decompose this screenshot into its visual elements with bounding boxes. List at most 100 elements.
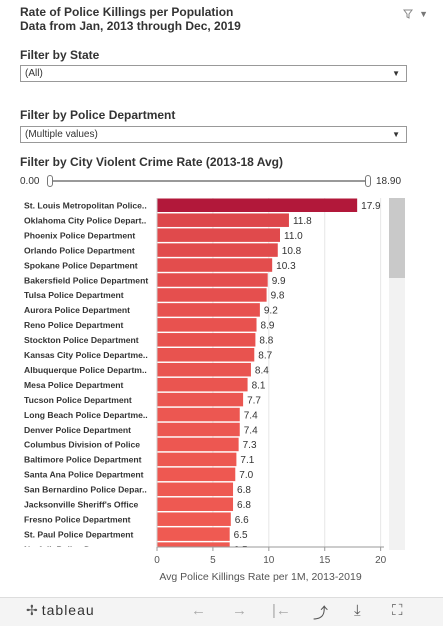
bar[interactable] bbox=[157, 527, 230, 541]
revert-icon[interactable]: |← bbox=[272, 602, 291, 619]
chevron-down-icon: ▼ bbox=[392, 130, 400, 139]
chart-scrollbar-thumb[interactable] bbox=[389, 198, 405, 278]
bar-value-label: 8.1 bbox=[252, 380, 266, 391]
bar[interactable] bbox=[157, 273, 268, 287]
bar-value-label: 11.0 bbox=[284, 231, 303, 242]
chart-scrollbar[interactable] bbox=[389, 198, 405, 550]
category-label: Santa Ana Police Department bbox=[24, 470, 144, 480]
category-label: Spokane Police Department bbox=[24, 260, 138, 270]
x-tick-label: 5 bbox=[210, 555, 216, 566]
undo-icon[interactable]: ← bbox=[191, 602, 206, 619]
bar-value-label: 8.9 bbox=[261, 321, 275, 332]
bar[interactable] bbox=[157, 422, 240, 437]
bar-value-label: 6.5 bbox=[234, 530, 248, 541]
bar[interactable] bbox=[157, 377, 248, 392]
crime-rate-filter-label: Filter by City Violent Crime Rate (2013-… bbox=[20, 155, 283, 169]
axis-area bbox=[0, 547, 390, 595]
bar[interactable] bbox=[157, 512, 231, 526]
bar[interactable] bbox=[157, 467, 236, 482]
fullscreen-icon[interactable]: ⛶ bbox=[392, 602, 403, 619]
bar[interactable] bbox=[157, 392, 244, 407]
download-icon[interactable]: ⤓ bbox=[354, 602, 361, 619]
worksheet-menu[interactable]: ▼ bbox=[403, 8, 428, 20]
bar[interactable] bbox=[157, 258, 273, 272]
category-label: Aurora Police Department bbox=[24, 305, 130, 315]
bar[interactable] bbox=[157, 333, 256, 347]
category-label: San Bernardino Police Depar.. bbox=[24, 485, 147, 495]
bar[interactable] bbox=[157, 243, 278, 257]
crime-rate-min-value: 0.00 bbox=[20, 176, 40, 187]
bar-value-label: 7.7 bbox=[247, 395, 261, 406]
tableau-logo-icon: ✢ bbox=[26, 602, 39, 618]
redo-icon[interactable]: → bbox=[232, 602, 247, 619]
chart-title: Rate of Police Killings per Population D… bbox=[20, 5, 241, 33]
bar[interactable] bbox=[157, 213, 289, 227]
bar-value-label: 6.8 bbox=[237, 485, 251, 496]
x-tick-label: 0 bbox=[154, 555, 160, 566]
bar-value-label: 6.8 bbox=[237, 500, 251, 511]
category-label: Orlando Police Department bbox=[24, 245, 135, 255]
bar[interactable] bbox=[157, 452, 237, 467]
bar[interactable] bbox=[157, 348, 255, 362]
category-label: Kansas City Police Departme.. bbox=[24, 350, 148, 360]
bar[interactable] bbox=[157, 228, 281, 242]
tableau-logo-text: tableau bbox=[41, 602, 95, 618]
category-label: Tucson Police Department bbox=[24, 395, 132, 405]
title-line-2: Data from Jan, 2013 through Dec, 2019 bbox=[20, 19, 241, 33]
chevron-down-icon[interactable]: ▼ bbox=[419, 9, 428, 19]
bar[interactable] bbox=[157, 362, 251, 377]
crime-rate-slider-track[interactable] bbox=[50, 180, 368, 182]
bar-value-label: 7.1 bbox=[240, 455, 254, 466]
bar-value-label: 11.8 bbox=[293, 216, 312, 227]
bar-value-label: 8.4 bbox=[255, 365, 269, 376]
x-tick-label: 15 bbox=[319, 555, 331, 566]
bar-value-label: 9.9 bbox=[272, 276, 286, 287]
bar-value-label: 9.8 bbox=[271, 291, 285, 302]
category-label: Phoenix Police Department bbox=[24, 230, 135, 240]
bar[interactable] bbox=[157, 482, 234, 497]
bar[interactable] bbox=[157, 318, 257, 332]
bar[interactable] bbox=[157, 437, 239, 452]
category-label: Oklahoma City Police Depart.. bbox=[24, 215, 146, 225]
crime-rate-slider-min-handle[interactable] bbox=[47, 175, 53, 187]
bar-value-label: 7.4 bbox=[244, 425, 258, 436]
filter-icon[interactable] bbox=[403, 9, 413, 19]
bar[interactable] bbox=[157, 407, 240, 422]
category-label: St. Louis Metropolitan Police.. bbox=[24, 201, 147, 211]
category-label: St. Paul Police Department bbox=[24, 529, 133, 539]
department-filter-select[interactable]: (Multiple values) ▼ bbox=[20, 126, 407, 143]
bar[interactable] bbox=[157, 303, 260, 317]
category-label: Long Beach Police Departme.. bbox=[24, 410, 148, 420]
share-icon[interactable]: ⤴ bbox=[313, 605, 329, 622]
category-label: Stockton Police Department bbox=[24, 335, 139, 345]
bar[interactable] bbox=[157, 288, 267, 302]
category-label: Bakersfield Police Department bbox=[24, 275, 148, 285]
bar-value-label: 7.0 bbox=[239, 470, 253, 481]
bar[interactable] bbox=[157, 497, 234, 512]
bar-value-label: 7.4 bbox=[244, 410, 258, 421]
category-label: Baltimore Police Department bbox=[24, 455, 142, 465]
category-label: Jacksonville Sheriff's Office bbox=[24, 500, 139, 510]
bar-value-label: 10.8 bbox=[282, 246, 302, 257]
crime-rate-slider-max-handle[interactable] bbox=[365, 175, 371, 187]
bar-value-label: 7.3 bbox=[243, 440, 257, 451]
category-label: Fresno Police Department bbox=[24, 514, 131, 524]
state-filter-label: Filter by State bbox=[20, 48, 100, 62]
x-tick-label: 10 bbox=[263, 555, 275, 566]
x-tick-label: 20 bbox=[375, 555, 387, 566]
department-filter-value: (Multiple values) bbox=[25, 129, 98, 140]
category-label: Reno Police Department bbox=[24, 320, 123, 330]
bar[interactable] bbox=[157, 198, 358, 213]
tableau-logo[interactable]: ✢ tableau bbox=[26, 602, 95, 619]
chevron-down-icon: ▼ bbox=[392, 69, 400, 78]
tableau-toolbar: ✢ tableau ← → |← ⤴ ⤓ ⛶ bbox=[0, 597, 443, 626]
bar-value-label: 8.7 bbox=[258, 351, 272, 362]
title-line-1: Rate of Police Killings per Population bbox=[20, 5, 234, 19]
x-axis-title: Avg Police Killings Rate per 1M, 2013-20… bbox=[159, 571, 362, 583]
department-filter-label: Filter by Police Department bbox=[20, 108, 176, 122]
category-label: Mesa Police Department bbox=[24, 380, 123, 390]
category-label: Denver Police Department bbox=[24, 425, 131, 435]
state-filter-select[interactable]: (All) ▼ bbox=[20, 65, 407, 82]
category-label: Tulsa Police Department bbox=[24, 290, 124, 300]
bar-chart: 17.9 St. Louis Metropolitan Police.. 11.8 O… bbox=[0, 198, 390, 595]
